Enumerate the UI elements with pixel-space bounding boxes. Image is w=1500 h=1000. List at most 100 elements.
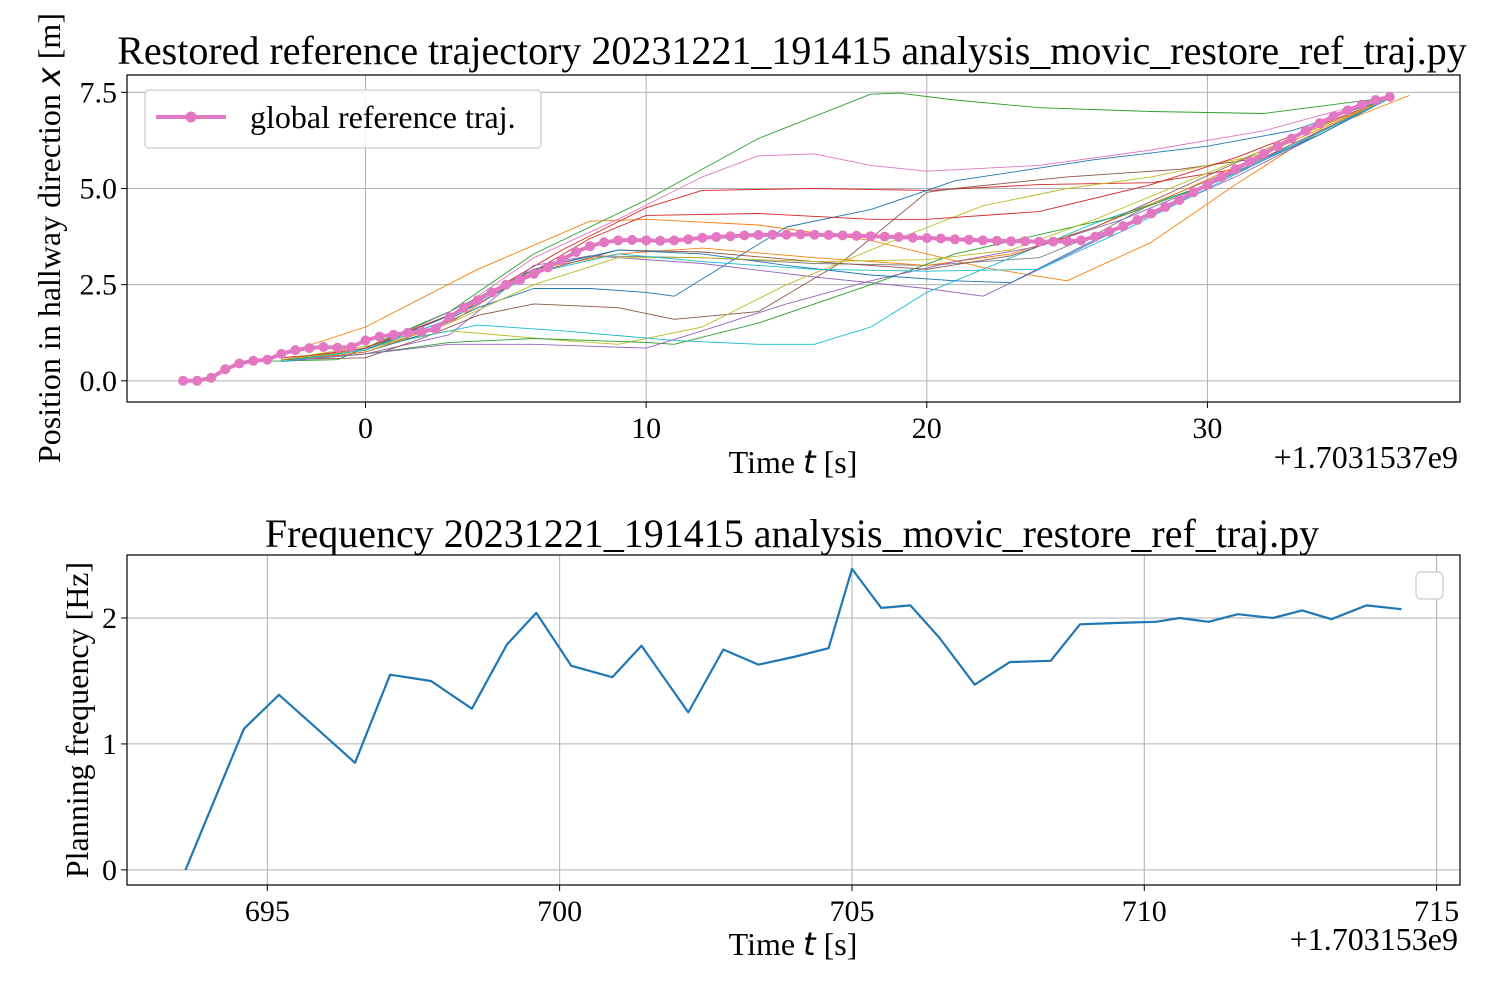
y-tick-label: 2 — [102, 602, 117, 635]
reference-trajectory-point — [388, 329, 399, 340]
reference-trajectory-point — [1230, 164, 1241, 175]
reference-trajectory-point — [1216, 171, 1227, 182]
reference-trajectory — [178, 91, 1395, 386]
trajectory-plot-area — [126, 74, 1461, 403]
reference-trajectory-point — [992, 235, 1002, 246]
reference-trajectory-point — [206, 372, 217, 383]
reference-trajectory-point — [697, 232, 708, 243]
candidate-trajectory-line — [281, 97, 1390, 361]
y-tick-label: 7.5 — [80, 76, 118, 109]
reference-trajectory-point — [1300, 125, 1311, 136]
reference-trajectory-point — [276, 348, 287, 359]
legend-box — [144, 89, 542, 149]
reference-trajectory-point — [542, 262, 553, 273]
frequency-x-ticks: 695 700 705 710 715 — [245, 885, 1459, 928]
x-tick-label: 20 — [912, 412, 942, 445]
reference-trajectory-point — [1342, 105, 1353, 116]
reference-trajectory-point — [178, 375, 189, 386]
reference-trajectory-point — [1258, 148, 1269, 159]
reference-trajectory-point — [837, 230, 848, 241]
reference-trajectory-point — [374, 331, 385, 342]
reference-trajectory-point — [879, 231, 890, 242]
reference-trajectory-point — [360, 335, 371, 346]
reference-trajectory-point — [977, 235, 988, 246]
reference-trajectory-point — [528, 268, 539, 279]
x-tick-label: 710 — [1122, 895, 1167, 928]
y-tick-label: 0 — [102, 854, 117, 887]
frequency-grid — [127, 555, 1460, 885]
x-tick-label: 0 — [358, 412, 373, 445]
reference-trajectory-point — [430, 323, 441, 334]
trajectory-chart: Restored reference trajectory 20231221_1… — [30, 13, 1467, 481]
reference-trajectory-point — [1160, 202, 1171, 212]
frequency-empty-legend — [1415, 571, 1444, 600]
reference-trajectory-point — [613, 235, 624, 246]
legend-point-marker — [185, 111, 197, 123]
reference-trajectory-point — [725, 231, 736, 242]
reference-trajectory-point — [907, 232, 918, 243]
reference-trajectory-point — [1370, 95, 1381, 105]
trajectory-y-axis-label: Position in hallway direction x [m] — [30, 13, 68, 463]
reference-trajectory-point — [795, 229, 806, 240]
reference-trajectory-point — [1132, 215, 1143, 225]
reference-trajectory-point — [346, 342, 357, 352]
x-tick-label: 695 — [245, 895, 290, 928]
reference-trajectory-point — [1384, 91, 1395, 102]
reference-trajectory-point — [458, 302, 469, 313]
reference-trajectory-point — [1286, 133, 1297, 144]
reference-trajectory-point — [767, 229, 778, 240]
reference-trajectory-point — [585, 241, 595, 252]
frequency-series — [184, 567, 1402, 871]
x-tick-label: 30 — [1192, 412, 1222, 445]
trajectory-x-offset-text: +1.7031537e9 — [1274, 439, 1458, 475]
reference-trajectory-point — [1034, 236, 1045, 247]
reference-trajectory-point — [416, 326, 427, 337]
candidate-trajectory-line — [281, 97, 1390, 361]
reference-trajectory-point — [472, 295, 483, 306]
x-tick-label: 10 — [631, 412, 661, 445]
trajectory-legend: global reference traj. — [144, 89, 542, 149]
reference-trajectory-point — [1314, 118, 1325, 129]
reference-trajectory-point — [935, 233, 946, 244]
reference-trajectory-point — [1244, 156, 1255, 167]
reference-trajectory-point — [949, 234, 960, 245]
reference-trajectory-point — [655, 235, 666, 246]
frequency-chart: Frequency 20231221_191415 analysis_movic… — [59, 511, 1461, 963]
reference-trajectory-point — [683, 234, 694, 245]
legend-entry-reference: global reference traj. — [250, 99, 516, 135]
candidate-trajectory-line — [281, 97, 1391, 361]
reference-trajectory-point — [893, 232, 904, 242]
reference-trajectory-point — [514, 275, 525, 285]
reference-trajectory-point — [781, 229, 792, 240]
reference-trajectory-point — [641, 235, 652, 246]
frequency-chart-title: Frequency 20231221_191415 analysis_movic… — [265, 511, 1319, 556]
reference-trajectory-point — [500, 279, 511, 290]
reference-trajectory-point — [1174, 195, 1185, 205]
reference-trajectory-point — [1118, 221, 1129, 232]
y-tick-label: 1 — [102, 728, 117, 761]
reference-trajectory-point — [1090, 231, 1101, 242]
frequency-plot-area — [126, 554, 1461, 886]
trajectory-x-ticks: 0 10 20 30 — [358, 402, 1222, 445]
reference-trajectory-point — [753, 230, 764, 240]
frequency-line — [184, 567, 1402, 871]
frequency-y-ticks: 0 1 2 — [102, 602, 127, 887]
reference-trajectory-point — [1202, 179, 1213, 190]
reference-trajectory-point — [557, 254, 567, 265]
reference-trajectory-point — [921, 233, 932, 244]
reference-trajectory-point — [1048, 236, 1059, 247]
trajectory-y-ticks: 0.0 2.5 5.0 7.5 — [80, 76, 127, 398]
reference-trajectory-point — [627, 235, 638, 245]
reference-trajectory-point — [599, 237, 610, 248]
candidate-trajectory-line — [281, 97, 1390, 361]
reference-trajectory-point — [262, 354, 273, 365]
reference-trajectory-point — [290, 345, 301, 356]
y-tick-label: 0.0 — [80, 365, 118, 398]
reference-trajectory-point — [1020, 236, 1030, 247]
reference-trajectory-point — [851, 230, 862, 241]
trajectory-x-axis-label: Time t [s] — [729, 443, 858, 481]
reference-trajectory-point — [318, 342, 329, 352]
reference-trajectory-point — [669, 235, 680, 246]
reference-trajectory-point — [1146, 208, 1157, 219]
